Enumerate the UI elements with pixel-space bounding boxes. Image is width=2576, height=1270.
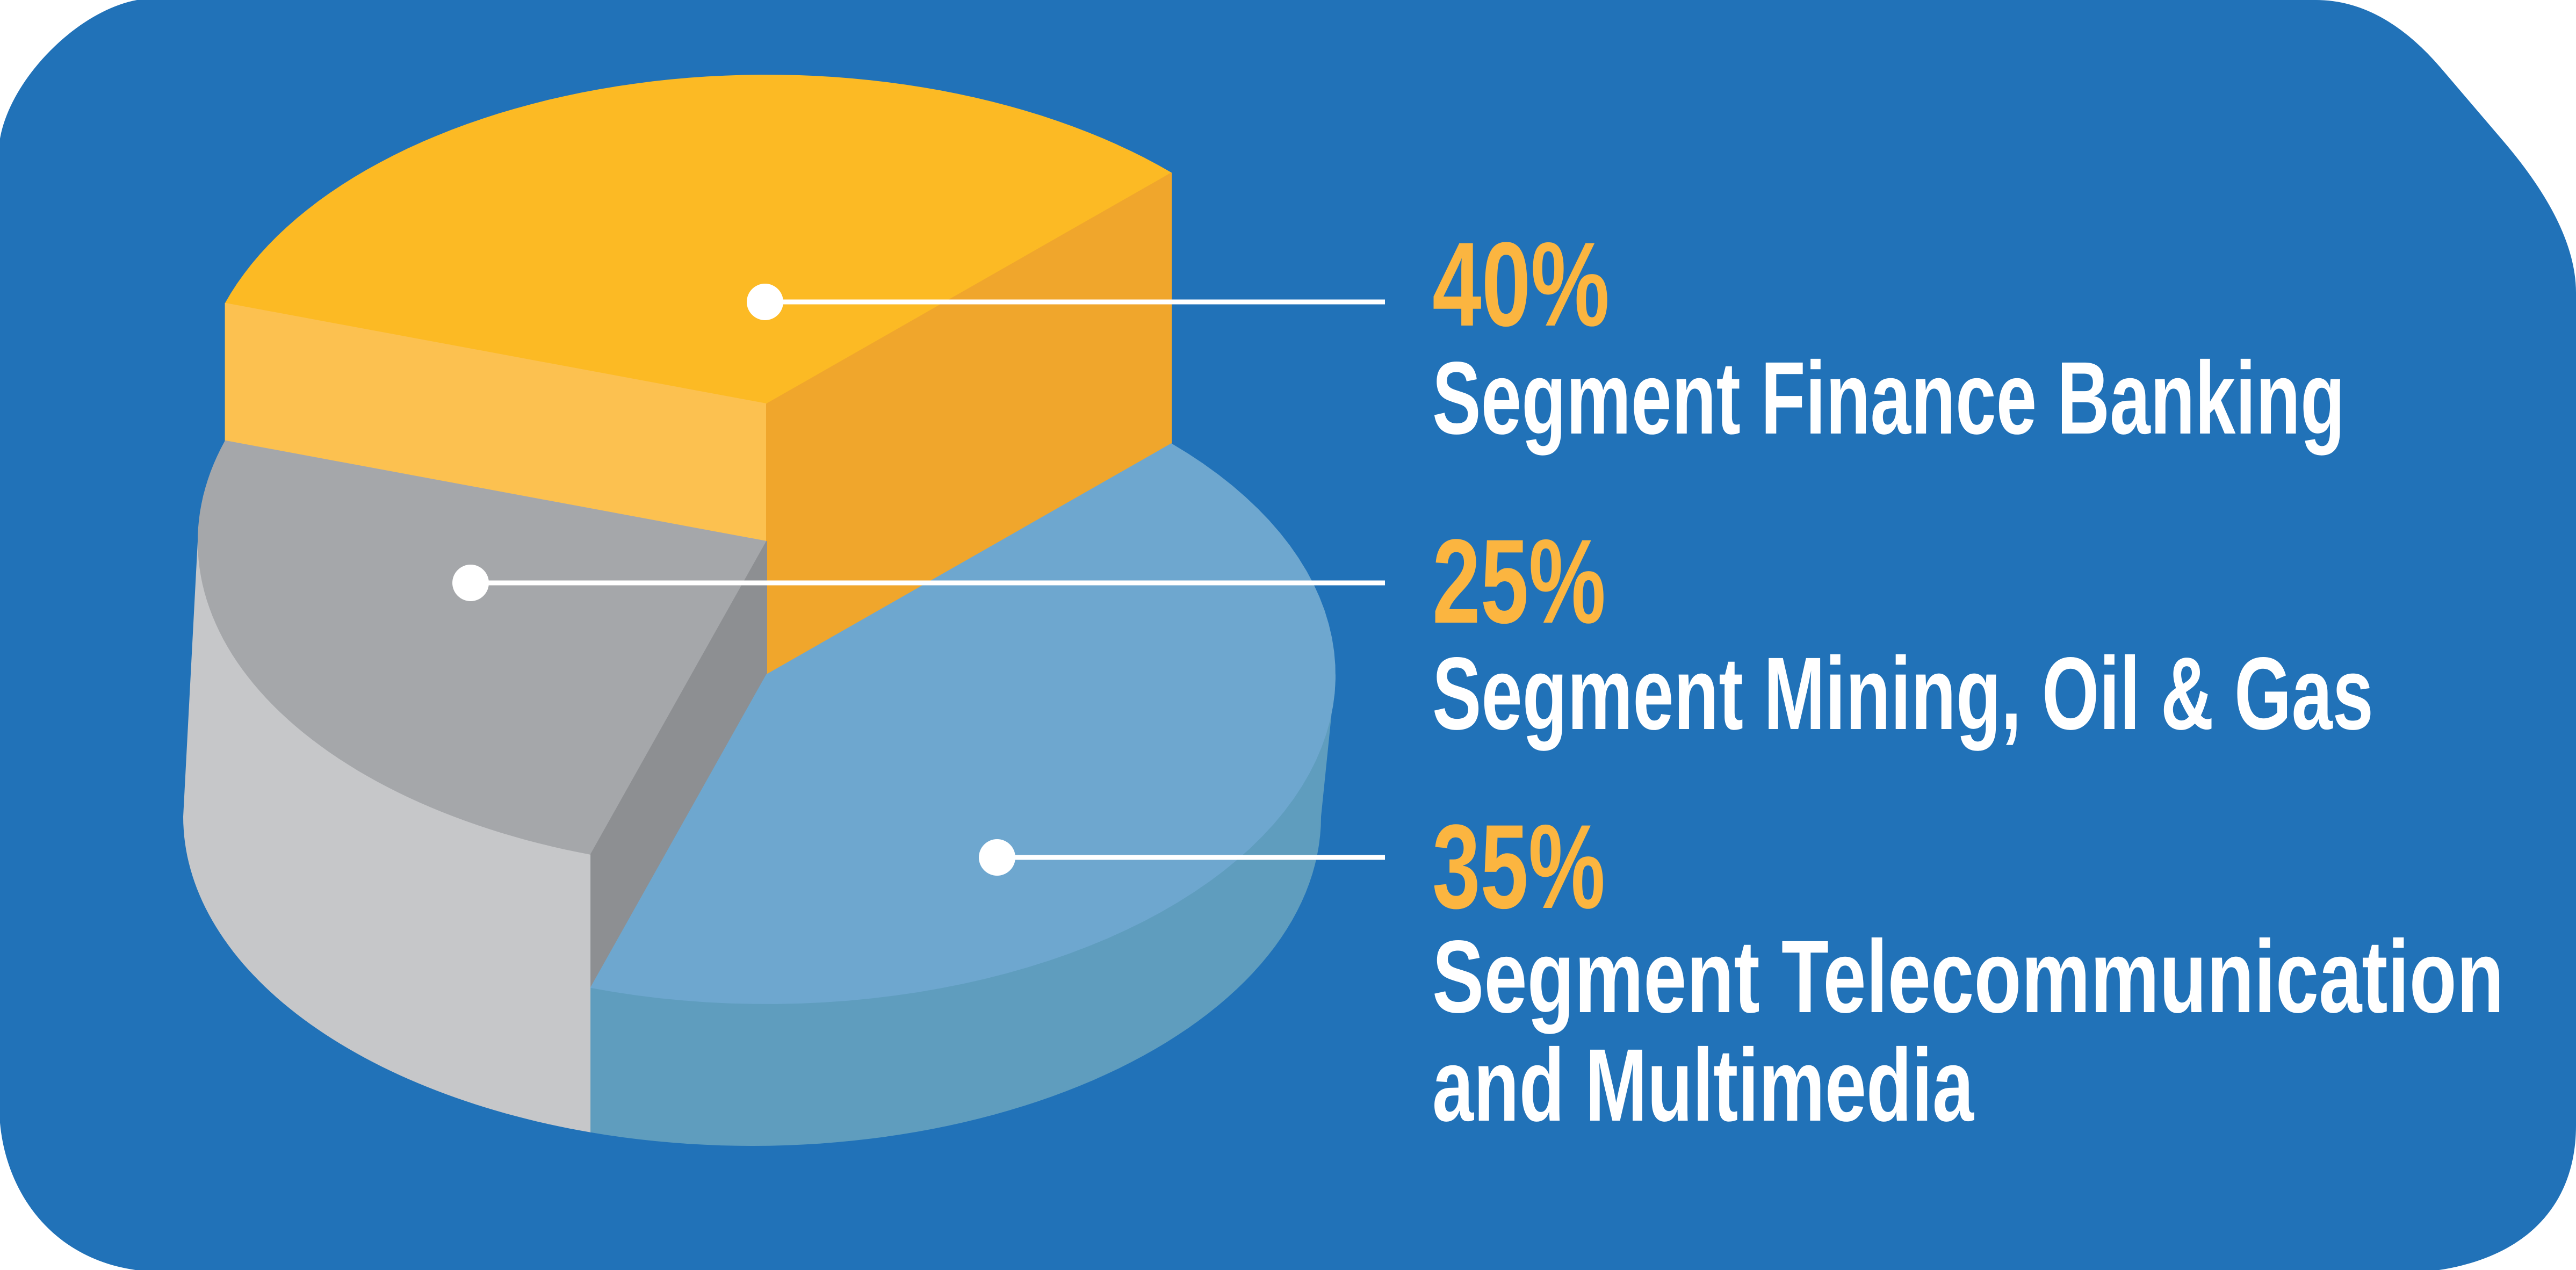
svg-text:25%: 25%	[1432, 515, 1606, 648]
svg-text:Segment Telecommunication: Segment Telecommunication	[1432, 919, 2504, 1034]
svg-text:and Multimedia: and Multimedia	[1432, 1027, 1974, 1143]
svg-text:Segment Mining, Oil & Gas: Segment Mining, Oil & Gas	[1432, 636, 2373, 751]
svg-text:Segment Finance Banking: Segment Finance Banking	[1432, 340, 2345, 456]
svg-text:40%: 40%	[1432, 218, 1610, 351]
svg-text:35%: 35%	[1432, 800, 1605, 934]
